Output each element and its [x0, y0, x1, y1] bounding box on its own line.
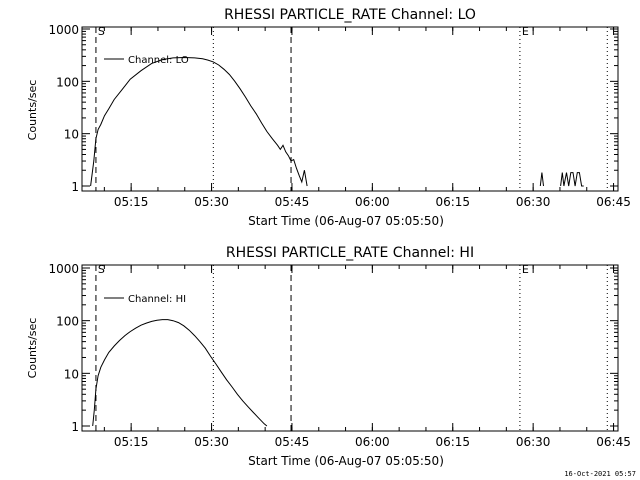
series-line-hi	[92, 319, 268, 427]
data-series	[90, 56, 584, 187]
y-ticks: 1 10 100 1000	[48, 23, 618, 194]
legend-label: Channel: LO	[128, 55, 189, 66]
x-tick-label: 05:30	[194, 195, 229, 209]
x-tick-label: 05:45	[275, 195, 310, 209]
plot-frame	[81, 26, 619, 192]
chart-title: RHESSI PARTICLE_RATE Channel: HI	[226, 245, 474, 261]
x-tick-label: 06:00	[355, 435, 390, 449]
y-tick-label: 10	[64, 128, 79, 142]
y-axis-label: Counts/sec	[26, 80, 39, 141]
legend: Channel: LO	[104, 55, 189, 66]
data-series	[92, 319, 268, 427]
x-ticks: 05:15 05:30 05:45 06:00 06:15 06:30 06:45	[103, 265, 631, 449]
x-axis-label: Start Time (06-Aug-07 05:05:50)	[248, 214, 444, 228]
x-tick-label: 06:00	[355, 195, 390, 209]
marker-label: S	[98, 263, 105, 276]
chart-title: RHESSI PARTICLE_RATE Channel: LO	[224, 7, 476, 23]
series-line-lo	[539, 172, 544, 187]
marker-label: S	[98, 25, 105, 38]
marker-label: E	[522, 25, 529, 38]
plot-frame	[81, 264, 619, 432]
marker-label: E	[522, 263, 529, 276]
chart-panel-lo: RHESSI PARTICLE_RATE Channel: LO Counts/…	[26, 7, 631, 228]
y-tick-label: 1000	[48, 23, 79, 37]
x-tick-label: 06:30	[516, 195, 551, 209]
x-tick-label: 05:45	[275, 435, 310, 449]
y-tick-label: 100	[56, 315, 79, 329]
y-tick-label: 1	[71, 180, 79, 194]
x-tick-label: 05:15	[114, 435, 149, 449]
x-tick-label: 06:15	[435, 435, 470, 449]
footer-timestamp: 16-Oct-2021 05:57	[564, 470, 636, 478]
y-ticks: 1 10 100 1000	[48, 262, 618, 434]
x-tick-label: 05:30	[194, 435, 229, 449]
y-tick-label: 1000	[48, 262, 79, 276]
x-tick-label: 06:45	[596, 195, 631, 209]
x-axis-label: Start Time (06-Aug-07 05:05:50)	[248, 454, 444, 468]
x-tick-label: 06:30	[516, 435, 551, 449]
x-ticks: 05:15 05:30 05:45 06:00 06:15 06:30 06:45	[103, 27, 631, 209]
legend-label: Channel: HI	[128, 294, 186, 305]
y-axis-label: Counts/sec	[26, 318, 39, 379]
y-tick-label: 1	[71, 420, 79, 434]
series-line-lo	[90, 56, 308, 187]
chart-panel-hi: RHESSI PARTICLE_RATE Channel: HI Counts/…	[26, 245, 631, 468]
series-line-lo	[560, 172, 584, 187]
x-tick-label: 06:15	[435, 195, 470, 209]
x-tick-label: 05:15	[114, 195, 149, 209]
y-tick-label: 10	[64, 367, 79, 381]
x-tick-label: 06:45	[596, 435, 631, 449]
y-tick-label: 100	[56, 75, 79, 89]
legend: Channel: HI	[104, 294, 186, 305]
